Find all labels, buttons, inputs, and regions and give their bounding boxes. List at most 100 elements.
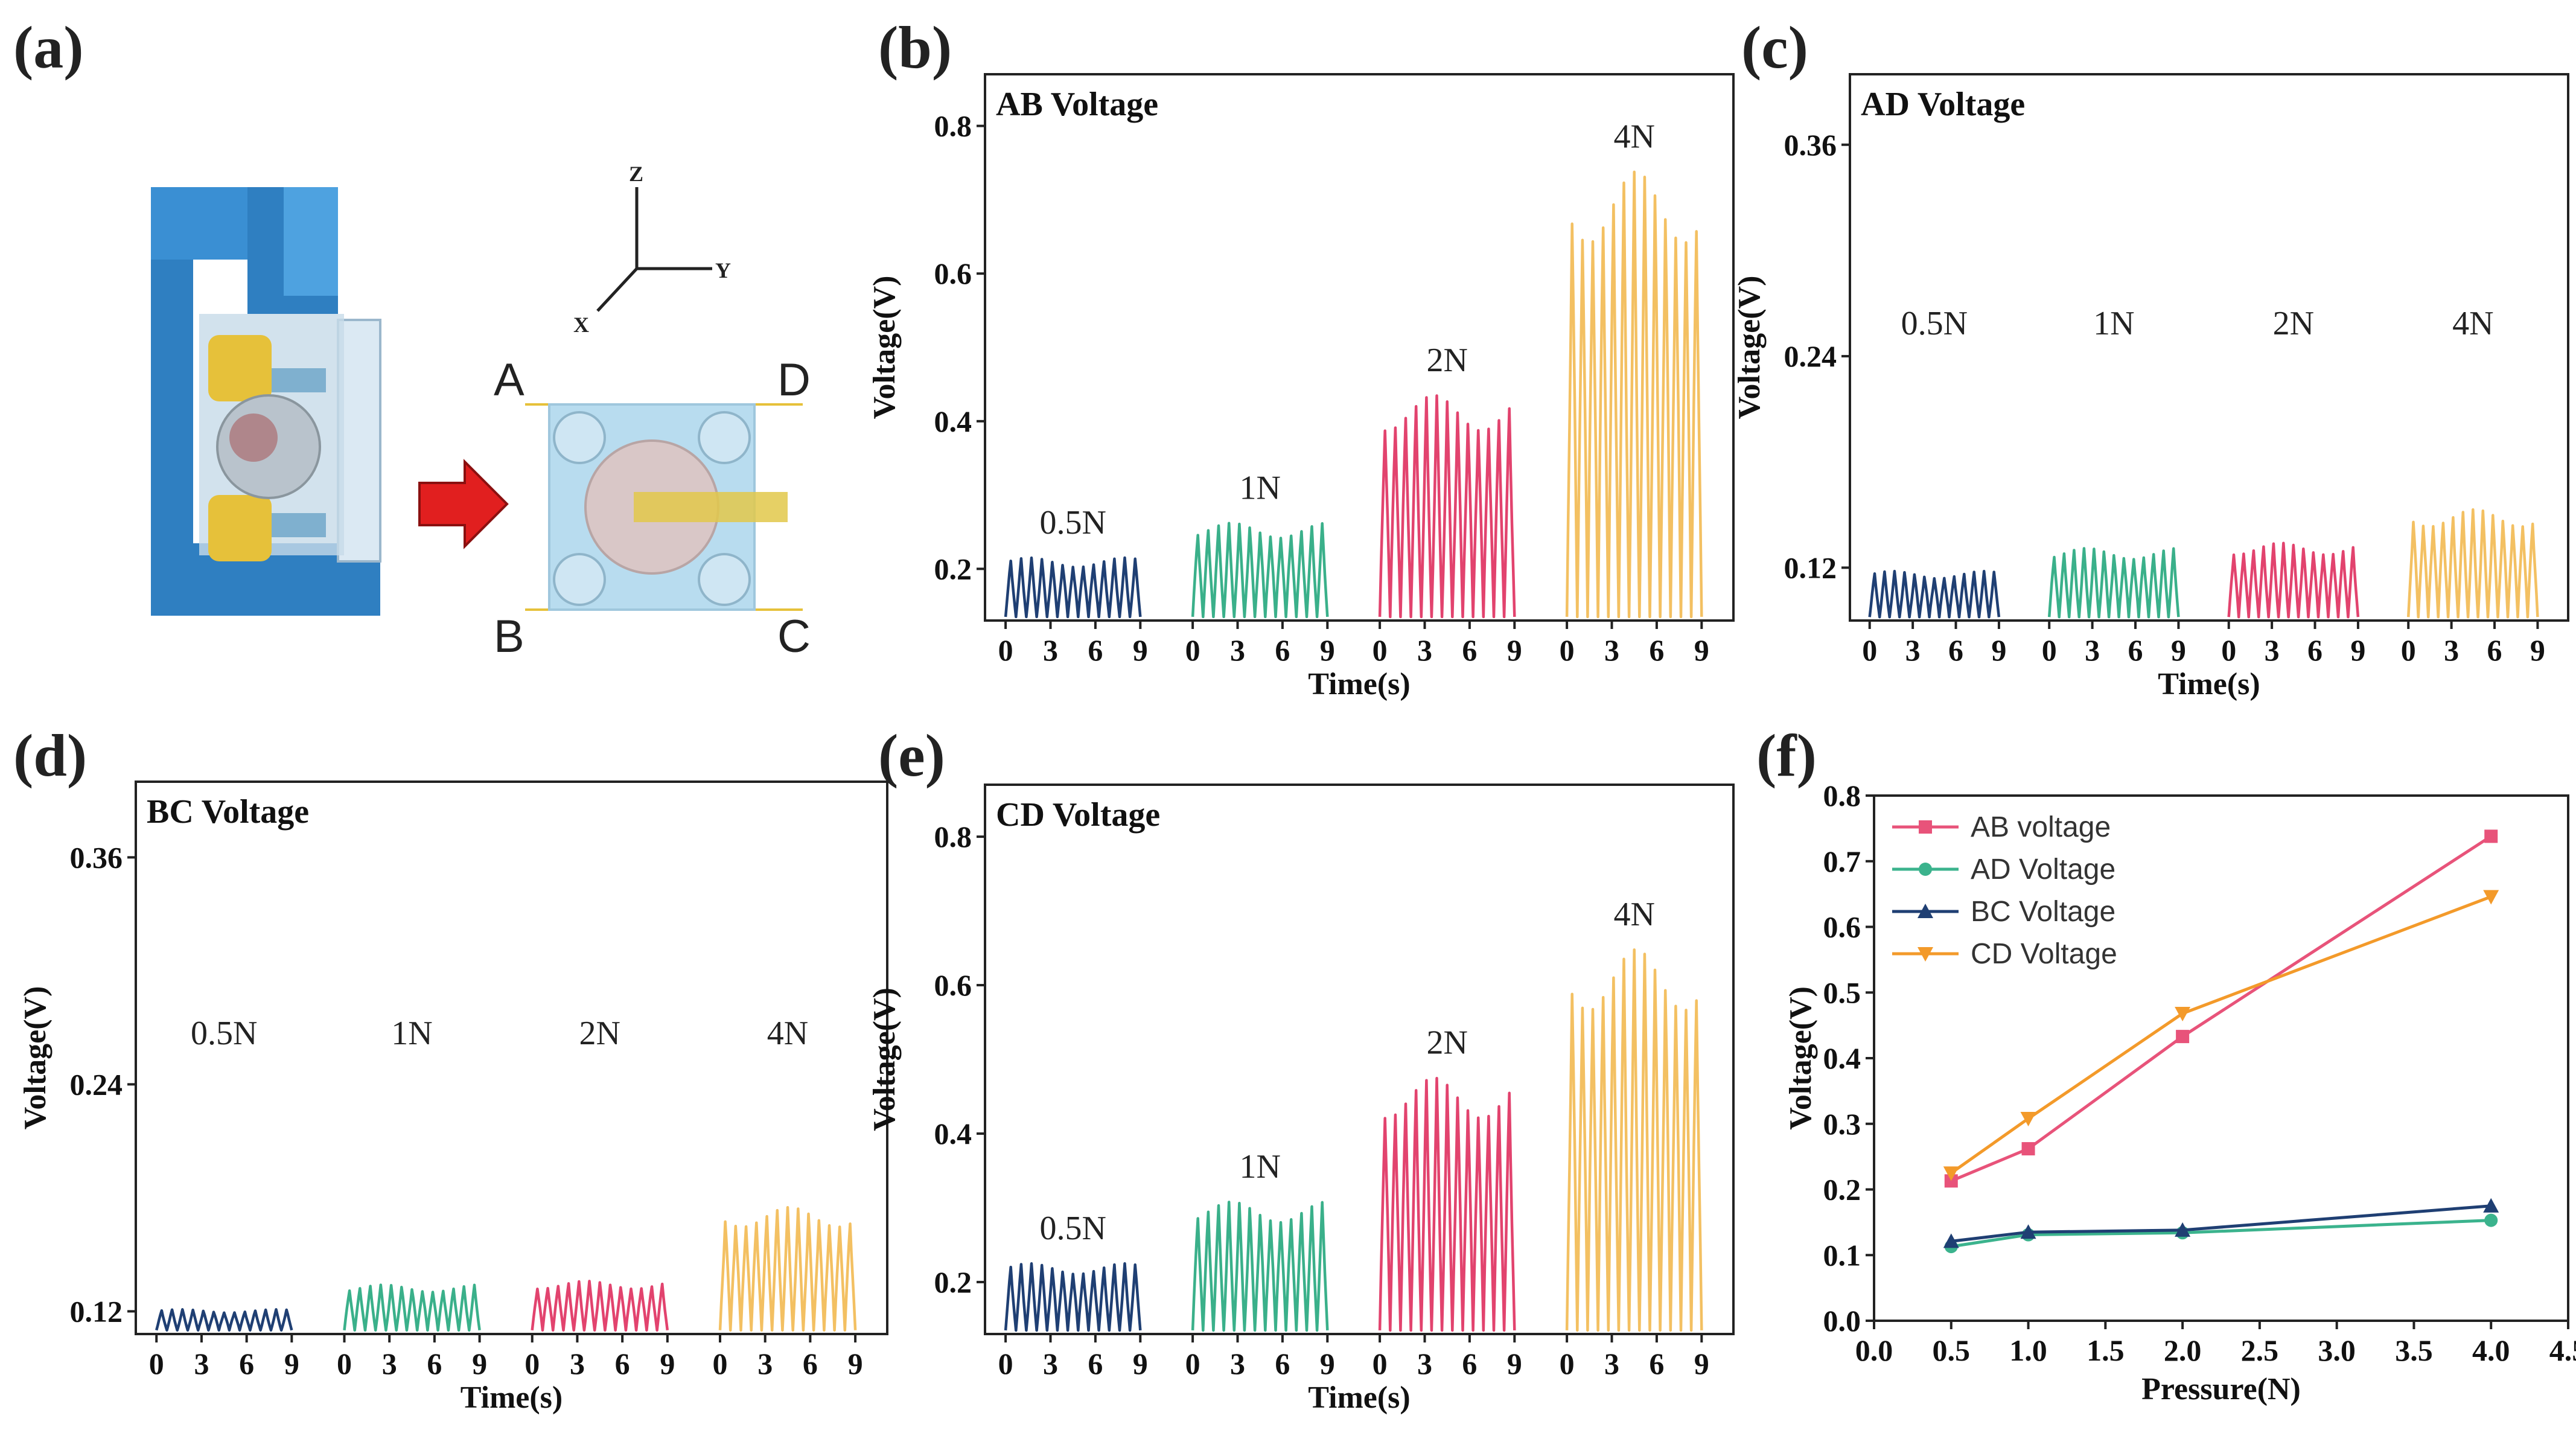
x-axis-label: Time(s)	[1308, 1381, 1410, 1415]
x-tick-label: 6	[239, 1347, 254, 1381]
x-tick-label: 9	[1133, 633, 1148, 667]
x-tick-label: 6	[1948, 633, 1963, 667]
signal-0p5N	[155, 1308, 293, 1332]
x-tick-label: 0	[998, 633, 1013, 667]
y-tick-label: 0.2	[934, 552, 972, 586]
corner-label-a: A	[494, 354, 524, 406]
y-tick-label: 0.8	[934, 820, 972, 854]
x-tick-label: 9	[2530, 633, 2545, 667]
device-frame-top-left	[151, 187, 260, 260]
y-tick-label: 0.3	[1823, 1107, 1861, 1141]
data-point-cd-voltage	[1943, 1166, 1959, 1181]
x-tick-label: 0	[1372, 1347, 1388, 1381]
x-tick-label: 6	[1088, 633, 1103, 667]
x-tick-label: 0.5	[1933, 1333, 1971, 1367]
chart-title: BC Voltage	[147, 793, 309, 831]
data-point-bc-voltage	[2175, 1222, 2191, 1237]
data-point-cd-voltage	[2483, 890, 2499, 905]
y-tick-label: 0.12	[70, 1294, 123, 1328]
device-magnet-bottom	[208, 495, 272, 561]
x-tick-label: 6	[1462, 1347, 1477, 1381]
device-glass-panel	[337, 319, 381, 563]
x-axis-label: Time(s)	[461, 1381, 563, 1415]
y-tick-label: 0.36	[70, 840, 123, 874]
x-tick-label: 0	[1372, 633, 1388, 667]
force-label: 1N	[2093, 305, 2134, 342]
coordinate-axes: Z Y X	[573, 162, 731, 337]
data-point-ad-voltage	[2484, 1213, 2498, 1227]
x-tick-label: 6	[615, 1347, 630, 1381]
y-tick-label: 0.5	[1823, 975, 1861, 1009]
x-tick-label: 4.0	[2472, 1333, 2510, 1367]
x-tick-label: 6	[1649, 1347, 1664, 1381]
corner-label-d: D	[777, 354, 811, 406]
panel-f-label: (f)	[1756, 722, 1817, 789]
y-axis-label: Voltage(V)	[1784, 986, 1818, 1130]
corner-hole-b	[553, 553, 606, 606]
x-tick-label: 2.5	[2241, 1333, 2279, 1367]
device-ball-shading	[229, 413, 278, 462]
x-tick-label: 3	[1417, 633, 1432, 667]
x-tick-label: 9	[1694, 633, 1709, 667]
force-label: 1N	[391, 1015, 432, 1052]
legend-label-cd-voltage: CD Voltage	[1971, 938, 2117, 970]
x-tick-label: 3	[194, 1347, 209, 1381]
x-tick-label: 0	[1862, 633, 1877, 667]
series-line-bc-voltage	[1951, 1204, 2492, 1243]
x-tick-label: 3.0	[2318, 1333, 2356, 1367]
y-tick-label: 0.24	[1784, 339, 1837, 373]
x-tick-label: 0	[1560, 1347, 1575, 1381]
legend-marker-bc-voltage	[1918, 904, 1933, 918]
z-axis-label: Z	[629, 162, 643, 186]
y-tick-label: 0.1	[1823, 1238, 1861, 1272]
signal-1N	[1191, 1201, 1329, 1332]
corner-hole-a	[553, 411, 606, 464]
top-view-rod	[634, 492, 788, 522]
x-tick-label: 0.0	[1855, 1333, 1893, 1367]
x-tick-label: 4.5	[2549, 1333, 2576, 1367]
x-tick-label: 6	[1275, 1347, 1290, 1381]
force-label: 0.5N	[191, 1015, 257, 1052]
x-tick-label: 0	[998, 1347, 1013, 1381]
x-tick-label: 9	[1991, 633, 2006, 667]
x-tick-label: 0	[2042, 633, 2057, 667]
force-label: 2N	[579, 1015, 620, 1052]
y-tick-label: 0.6	[1823, 910, 1861, 944]
x-tick-label: 3	[1905, 633, 1921, 667]
y-tick-label: 0.24	[70, 1067, 123, 1101]
corner-label-c: C	[777, 611, 811, 662]
force-label: 1N	[1239, 470, 1280, 507]
x-tick-label: 9	[1320, 1347, 1335, 1381]
legend-marker-ab-voltage	[1919, 820, 1932, 834]
x-tick-label: 3	[2444, 633, 2459, 667]
panel-a: (a) Z Y X	[13, 14, 811, 662]
x-tick-label: 3	[1604, 633, 1619, 667]
x-tick-label: 0	[524, 1347, 540, 1381]
signal-4N	[1565, 948, 1703, 1332]
x-tick-label: 0	[337, 1347, 352, 1381]
plot-frame	[984, 784, 1735, 1335]
x-tick-label: 6	[803, 1347, 818, 1381]
panel-d-label: (d)	[13, 722, 87, 789]
corner-hole-c	[698, 553, 751, 606]
x-tick-label: 0	[712, 1347, 727, 1381]
y-tick-label: 0.2	[934, 1265, 972, 1299]
chart-title: CD Voltage	[996, 796, 1160, 834]
signal-2N	[1378, 394, 1516, 619]
x-tick-label: 9	[2350, 633, 2365, 667]
data-point-bc-voltage	[2020, 1224, 2036, 1239]
y-tick-label: 0.4	[934, 404, 972, 438]
data-point-ab-voltage	[1944, 1174, 1958, 1188]
x-tick-label: 0	[1185, 633, 1200, 667]
force-label: 4N	[1613, 896, 1654, 933]
y-axis-label: Y	[715, 258, 731, 282]
signal-4N	[1565, 170, 1703, 619]
force-label: 2N	[2273, 305, 2314, 342]
data-point-cd-voltage	[2175, 1007, 2191, 1022]
signal-4N	[718, 1205, 857, 1332]
legend-marker-cd-voltage	[1918, 947, 1933, 962]
plot-frame	[1849, 73, 2569, 622]
y-tick-label: 0.2	[1823, 1173, 1861, 1207]
